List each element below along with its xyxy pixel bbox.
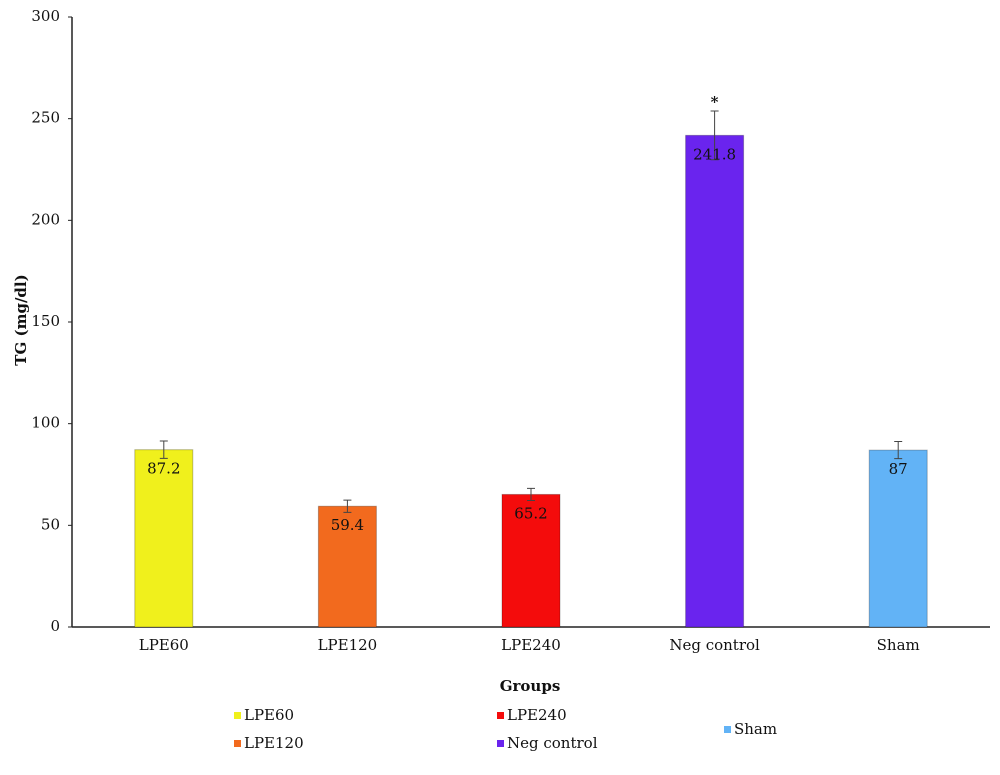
data-label: 87 <box>889 460 908 478</box>
legend-swatch <box>234 712 241 719</box>
bar <box>685 134 745 628</box>
error-bar <box>894 441 903 460</box>
legend-swatch <box>497 712 504 719</box>
annotation: * <box>711 93 719 111</box>
error-bar <box>710 110 719 161</box>
error-bar <box>159 440 168 459</box>
legend-label: Neg control <box>507 734 598 752</box>
y-tick-label: 300 <box>31 7 60 25</box>
legend-label: LPE120 <box>244 734 304 752</box>
bar <box>134 449 194 628</box>
x-tick-label: Sham <box>877 636 920 654</box>
data-label: 59.4 <box>331 516 364 534</box>
error-bar <box>527 487 535 502</box>
bar <box>501 493 561 628</box>
data-label: 65.2 <box>514 504 547 522</box>
y-tick-label: 0 <box>50 617 60 635</box>
data-label: 87.2 <box>147 460 180 478</box>
legend-label: LPE60 <box>244 706 294 724</box>
y-axis-label: TG (mg/dl) <box>12 274 30 365</box>
legend-swatch <box>724 726 731 733</box>
y-tick-label: 150 <box>31 312 60 330</box>
legend-swatch <box>497 740 504 747</box>
x-axis-label: Groups <box>500 677 561 695</box>
y-tick-label: 50 <box>41 515 60 533</box>
y-tick-label: 250 <box>31 109 60 127</box>
y-tick-label: 100 <box>31 414 60 432</box>
x-tick-label: LPE240 <box>501 636 561 654</box>
legend-label: LPE240 <box>507 706 567 724</box>
x-tick-label: LPE60 <box>139 636 189 654</box>
x-tick-label: Neg control <box>669 636 760 654</box>
data-label: 241.8 <box>693 145 736 163</box>
legend-label: Sham <box>734 720 777 738</box>
error-bar <box>343 499 352 513</box>
y-tick-label: 200 <box>31 210 60 228</box>
legend-swatch <box>234 740 241 747</box>
x-tick-label: LPE120 <box>318 636 378 654</box>
